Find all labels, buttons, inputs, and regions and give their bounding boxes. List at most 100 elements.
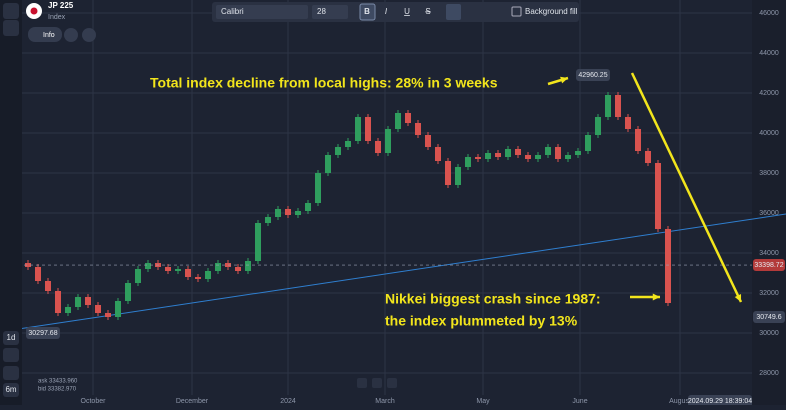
kind: Index — [48, 14, 66, 21]
candle — [275, 209, 281, 217]
y-tick-label: 32000 — [759, 290, 779, 297]
candle — [465, 157, 471, 167]
reset[interactable] — [372, 378, 382, 388]
annotation: Total index decline from local highs: 28… — [150, 75, 498, 91]
candle — [145, 263, 151, 269]
candle — [105, 313, 111, 317]
background-fill: Background fill — [525, 7, 578, 16]
y-tick-label: 40000 — [759, 130, 779, 137]
candle — [265, 217, 271, 223]
x-tick-label: 2024 — [280, 398, 296, 405]
bold: B — [364, 7, 370, 16]
candle — [645, 151, 651, 163]
candle — [375, 141, 381, 153]
info: Info — [43, 32, 55, 39]
tool-button[interactable] — [3, 3, 19, 19]
candle — [445, 161, 451, 185]
trend-line — [4, 213, 786, 332]
sidebar — [0, 0, 22, 405]
candle — [285, 209, 291, 215]
candle — [585, 135, 591, 151]
candle — [595, 117, 601, 135]
strike[interactable]: S — [425, 7, 430, 16]
size: 28 — [317, 7, 326, 16]
candle — [65, 307, 71, 313]
candle — [255, 223, 261, 261]
candle — [495, 153, 501, 157]
interval: 1d — [7, 333, 16, 342]
candle — [295, 211, 301, 215]
zoom-out[interactable] — [357, 378, 367, 388]
info-button[interactable] — [28, 27, 62, 42]
candle — [525, 155, 531, 159]
align-left[interactable] — [446, 4, 461, 20]
candle — [475, 157, 481, 159]
candle — [355, 117, 361, 141]
favorite-button[interactable] — [82, 28, 96, 42]
candle — [565, 155, 571, 159]
candle — [385, 129, 391, 153]
candle — [605, 95, 611, 117]
checkbox[interactable] — [511, 6, 522, 17]
ask: ask 33433.960 — [38, 379, 78, 385]
flag-dot — [30, 7, 38, 15]
candle — [55, 291, 61, 313]
candle — [415, 123, 421, 135]
arrow-head — [560, 76, 568, 84]
bid: bid 33382.970 — [38, 387, 77, 393]
font: Calibri — [221, 7, 244, 16]
candle — [135, 269, 141, 283]
x-tick-label: June — [572, 398, 587, 405]
time-label: 2024.09.29 18:39:04 — [688, 398, 752, 405]
alert-button[interactable] — [64, 28, 78, 42]
arrow-head — [734, 294, 742, 302]
x-tick-label: August — [669, 398, 691, 405]
arrow-head — [652, 293, 660, 301]
candle — [305, 203, 311, 211]
draw-button[interactable] — [3, 348, 19, 362]
candle — [215, 263, 221, 271]
candle — [25, 263, 31, 267]
candle — [405, 113, 411, 123]
candle — [555, 147, 561, 159]
candle — [545, 147, 551, 155]
range-button[interactable] — [3, 383, 19, 397]
italic[interactable]: I — [385, 7, 388, 16]
time-label-box — [688, 395, 752, 407]
cursor-label: 30749.6 — [756, 314, 781, 321]
candle — [205, 271, 211, 279]
candle — [455, 167, 461, 185]
underline[interactable]: U — [404, 7, 410, 16]
interval-button[interactable] — [3, 331, 19, 345]
high-label-box — [576, 69, 610, 81]
zoom-in[interactable] — [387, 378, 397, 388]
candle — [665, 229, 671, 303]
candle — [625, 117, 631, 129]
symbol: JP 225 — [48, 1, 74, 10]
x-tick-label: December — [176, 398, 209, 405]
bold-button[interactable] — [359, 3, 376, 21]
candle — [635, 129, 641, 151]
x-tick-label: October — [81, 398, 107, 405]
candle — [365, 117, 371, 141]
candle — [85, 297, 91, 305]
arrow — [630, 72, 743, 303]
candle — [395, 113, 401, 129]
candle — [315, 173, 321, 203]
low-label: 30297.68 — [28, 330, 57, 337]
font-select[interactable] — [216, 5, 308, 19]
candle — [425, 135, 431, 147]
candle — [175, 269, 181, 271]
candle — [195, 277, 201, 279]
cursor-label-box — [753, 311, 785, 323]
candle — [325, 155, 331, 173]
x-tick-label: May — [476, 398, 490, 405]
y-tick-label: 42000 — [759, 90, 779, 97]
price-axis — [752, 0, 786, 405]
tool-button[interactable] — [3, 20, 19, 36]
size-select[interactable] — [312, 5, 348, 19]
type-button[interactable] — [3, 366, 19, 380]
candle — [615, 95, 621, 117]
candle — [45, 281, 51, 291]
